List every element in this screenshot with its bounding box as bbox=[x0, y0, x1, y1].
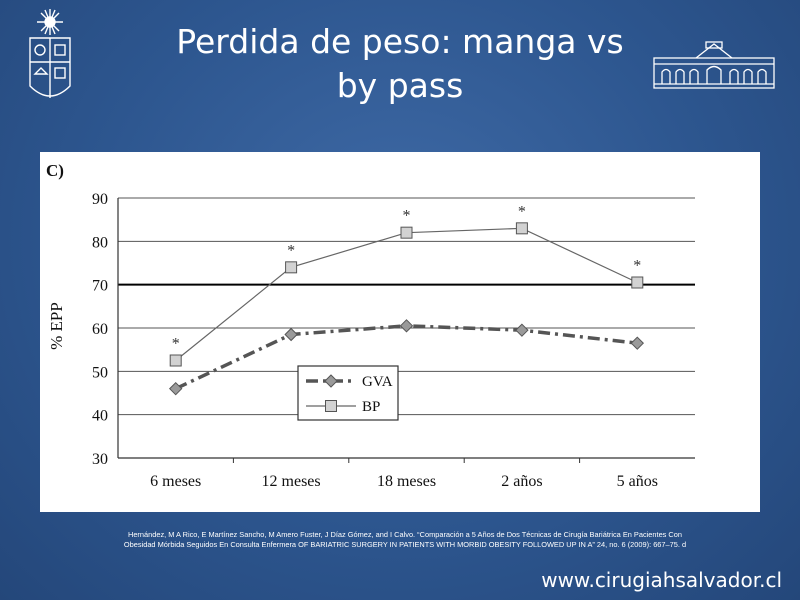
series-line-gva bbox=[174, 324, 638, 391]
chart-panel: C) % EPP 30 40 50 60 70 80 90 6 meses 12 meses 18… bbox=[40, 152, 760, 512]
y-tick-label: 40 bbox=[92, 408, 108, 425]
x-tick-label: 18 meses bbox=[377, 473, 436, 490]
series-line-bp bbox=[175, 227, 638, 361]
epp-line-chart: C) % EPP 30 40 50 60 70 80 90 6 meses 12 meses 18… bbox=[46, 161, 695, 490]
slide-title-line-1: Perdida de peso: manga vs bbox=[176, 22, 624, 61]
legend-label-gva: GVA bbox=[362, 374, 393, 390]
x-tick-label: 12 meses bbox=[262, 473, 321, 490]
y-tick-label: 50 bbox=[92, 364, 108, 381]
y-tick-label: 60 bbox=[92, 321, 108, 338]
significance-asterisk: * bbox=[403, 208, 411, 225]
data-point-gva bbox=[399, 319, 414, 333]
y-tick-label: 70 bbox=[92, 278, 108, 295]
y-tick-label: 80 bbox=[92, 234, 108, 251]
x-tick-label: 2 años bbox=[501, 473, 542, 490]
legend-box bbox=[297, 365, 399, 421]
y-tick-label: 30 bbox=[92, 451, 108, 468]
data-point-gva bbox=[515, 323, 529, 337]
significance-asterisk: * bbox=[633, 258, 641, 275]
slide-title: Perdida de peso: manga vs by pass bbox=[120, 20, 680, 108]
significance-asterisk: * bbox=[518, 203, 526, 220]
data-point-gva bbox=[630, 336, 645, 350]
data-point-bp bbox=[400, 226, 413, 239]
x-tick-label: 5 años bbox=[617, 473, 658, 490]
university-seal-logo bbox=[20, 8, 80, 112]
data-point-bp bbox=[285, 261, 298, 274]
legend-marker-bp bbox=[325, 400, 337, 412]
data-point-bp bbox=[169, 354, 182, 367]
building-emblem-logo bbox=[652, 40, 776, 94]
legend: GVA BP bbox=[297, 365, 399, 421]
website-url: www.cirugiahsalvador.cl bbox=[541, 568, 782, 592]
significance-asterisk: * bbox=[287, 242, 295, 259]
legend-label-bp: BP bbox=[362, 399, 380, 415]
citation-line-2: Obesidad Mórbida Seguidos En Consulta En… bbox=[123, 540, 687, 549]
data-point-gva bbox=[168, 381, 183, 396]
citation-text: Hernández, M A Rico, E Martínez Sancho, … bbox=[60, 530, 750, 550]
citation-line-1: Hernández, M A Rico, E Martínez Sancho, … bbox=[127, 530, 682, 539]
data-point-bp bbox=[515, 222, 528, 235]
data-point-gva bbox=[284, 327, 298, 342]
y-tick-label: 90 bbox=[92, 191, 108, 208]
significance-asterisk: * bbox=[172, 336, 180, 353]
x-tick-label: 6 meses bbox=[150, 473, 201, 490]
y-axis-label: % EPP bbox=[47, 302, 66, 350]
slide-title-line-2: by pass bbox=[336, 66, 464, 105]
data-point-bp bbox=[631, 276, 644, 289]
panel-label: C) bbox=[46, 161, 64, 180]
legend-marker-gva bbox=[324, 374, 338, 388]
